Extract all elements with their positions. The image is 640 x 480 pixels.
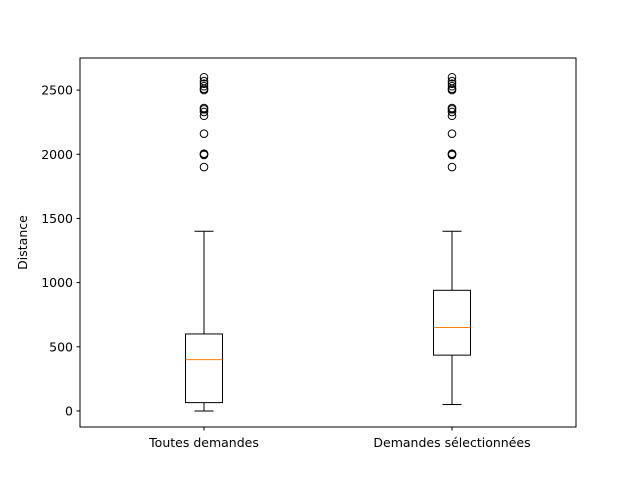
outlier-point: [199, 149, 209, 158]
y-tick-label: 1500: [41, 211, 73, 226]
y-tick-label: 1000: [41, 275, 73, 290]
outlier-point: [447, 149, 457, 158]
iqr-box: [433, 289, 471, 356]
box-series: [185, 72, 223, 412]
plot-background: [80, 58, 576, 427]
outlier-point: [447, 162, 457, 172]
outlier-point: [199, 162, 209, 172]
y-axis: 0 500 1000 1500 2000 2500: [41, 83, 80, 418]
outlier-point: [447, 129, 457, 139]
outlier-point: [447, 81, 457, 91]
y-axis-label: Distance: [15, 215, 30, 270]
outlier-point: [199, 79, 209, 88]
outlier-point: [199, 107, 209, 117]
x-axis: Toutes demandes Demandes sélectionnées: [148, 427, 531, 450]
outlier-point: [199, 76, 209, 86]
y-tick-label: 2500: [41, 83, 73, 98]
y-tick-label: 0: [65, 403, 73, 418]
boxes-group: [185, 72, 471, 412]
box-series: [433, 72, 471, 406]
outlier-point: [447, 79, 457, 88]
iqr-box: [185, 333, 223, 404]
outlier-point: [447, 72, 457, 82]
outlier-point: [199, 72, 209, 82]
outlier-point: [199, 81, 209, 91]
x-tick-label: Demandes sélectionnées: [373, 435, 530, 450]
outlier-point: [199, 103, 209, 113]
y-tick-label: 2000: [41, 147, 73, 162]
outlier-point: [447, 103, 457, 113]
outlier-point: [199, 129, 209, 139]
y-tick-label: 500: [49, 339, 73, 354]
outlier-point: [447, 76, 457, 86]
plot-frame: [79, 57, 577, 428]
x-tick-label: Toutes demandes: [148, 435, 259, 450]
outlier-point: [447, 107, 457, 117]
